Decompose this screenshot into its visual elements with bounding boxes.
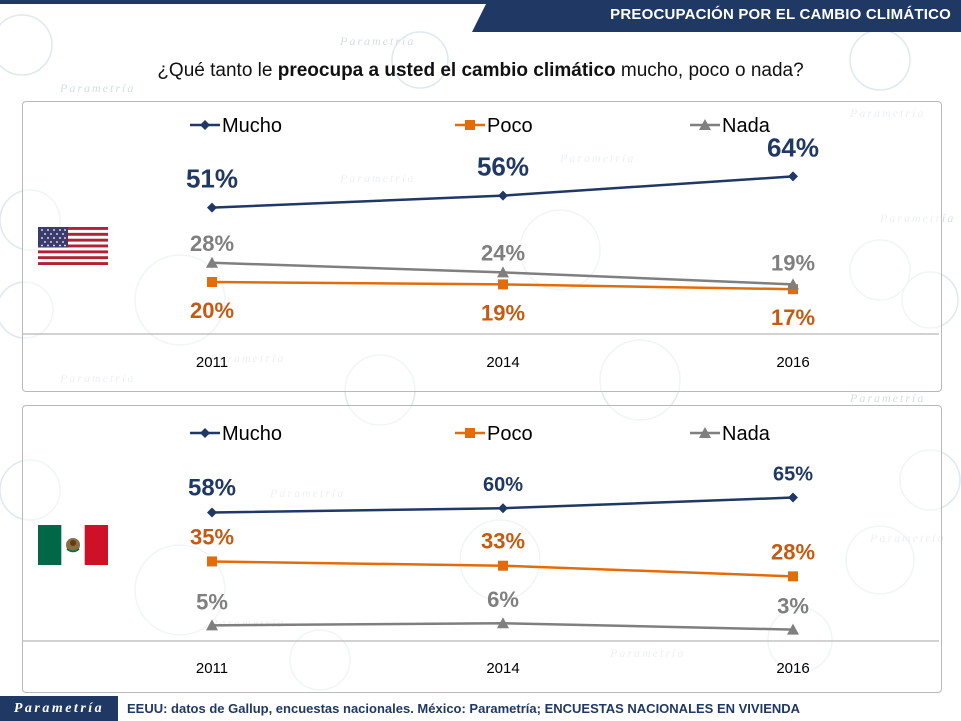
us-chart-panel	[22, 101, 942, 392]
source-note: EEUU: datos de Gallup, encuestas naciona…	[127, 701, 801, 716]
us-x-tick-label: 2011	[196, 354, 228, 371]
mexico-flag-icon	[38, 525, 108, 565]
mexico-x-tick-label: 2016	[776, 660, 809, 677]
mexico-data-label-poco: 33%	[481, 529, 525, 554]
mexico-point-nada	[206, 619, 218, 631]
mexico-x-tick-label: 2011	[196, 660, 228, 677]
mexico-data-label-poco: 28%	[771, 539, 815, 564]
us-point-mucho	[788, 171, 798, 182]
mexico-legend-label-nada: Nada	[722, 423, 771, 445]
mexico-point-nada	[787, 623, 799, 635]
question-suffix: mucho, poco o nada?	[615, 60, 804, 81]
mexico-legend-label-mucho: Mucho	[222, 423, 282, 445]
us-legend-label-nada: Nada	[722, 115, 771, 137]
mexico-data-label-poco: 35%	[190, 524, 234, 549]
mexico-legend-label-poco: Poco	[487, 423, 533, 445]
mexico-legend-marker-mucho	[200, 428, 210, 438]
mexico-point-poco	[788, 571, 798, 582]
mexico-point-mucho	[207, 507, 217, 518]
us-legend-marker-mucho	[200, 120, 210, 130]
us-point-nada	[787, 278, 799, 290]
us-data-label-nada: 24%	[481, 240, 525, 265]
mexico-x-tick-label: 2014	[486, 660, 519, 677]
us-point-mucho	[498, 190, 508, 201]
mexico-data-label-nada: 5%	[196, 589, 228, 614]
us-legend-label-mucho: Mucho	[222, 115, 282, 137]
us-data-label-nada: 19%	[771, 250, 815, 275]
footer: Parametría EEUU: datos de Gallup, encues…	[0, 696, 961, 721]
us-point-nada	[497, 266, 509, 278]
us-data-label-poco: 20%	[190, 298, 234, 323]
watermark-text: Parametría	[339, 34, 415, 48]
us-data-label-mucho: 51%	[186, 164, 238, 194]
us-x-tick-label: 2014	[486, 354, 519, 371]
header-title: PREOCUPACIÓN POR EL CAMBIO CLIMÁTICO	[610, 6, 951, 23]
us-data-label-mucho: 56%	[477, 152, 529, 182]
us-point-mucho	[207, 202, 217, 213]
mexico-point-poco	[207, 556, 217, 567]
mexico-data-label-mucho: 58%	[188, 474, 236, 501]
us-data-label-nada: 28%	[190, 231, 234, 256]
mexico-point-poco	[498, 560, 508, 571]
parametria-logo: Parametría	[0, 696, 118, 721]
header-bar	[0, 0, 961, 32]
question-text: ¿Qué tanto le preocupa a usted el cambio…	[0, 60, 961, 82]
us-legend-marker-poco	[465, 120, 475, 130]
mexico-chart-panel	[22, 405, 942, 693]
us-legend-marker-nada	[699, 119, 711, 130]
us-data-label-mucho: 64%	[767, 132, 819, 162]
mexico-data-label-mucho: 60%	[483, 474, 523, 496]
mexico-data-label-nada: 3%	[777, 594, 809, 619]
us-point-poco	[207, 277, 217, 287]
us-point-poco	[498, 279, 508, 290]
question-bold: preocupa a usted el cambio climático	[277, 60, 616, 81]
us-point-nada	[206, 256, 218, 268]
mexico-legend-marker-poco	[465, 428, 475, 438]
question-prefix: ¿Qué tanto le	[157, 60, 278, 81]
mexico-point-mucho	[788, 492, 798, 503]
us-flag-icon	[38, 227, 108, 265]
mexico-data-label-mucho: 65%	[773, 464, 813, 486]
mexico-legend-marker-nada	[699, 427, 711, 438]
us-x-tick-label: 2016	[776, 354, 809, 371]
us-data-label-poco: 17%	[771, 305, 815, 330]
mexico-data-label-nada: 6%	[487, 587, 519, 612]
mexico-point-nada	[497, 617, 509, 629]
us-data-label-poco: 19%	[481, 300, 525, 325]
watermark-text: Parametría	[849, 391, 925, 405]
mexico-point-mucho	[498, 503, 508, 514]
watermark-text: Parametría	[59, 81, 135, 95]
us-legend-label-poco: Poco	[487, 115, 533, 137]
